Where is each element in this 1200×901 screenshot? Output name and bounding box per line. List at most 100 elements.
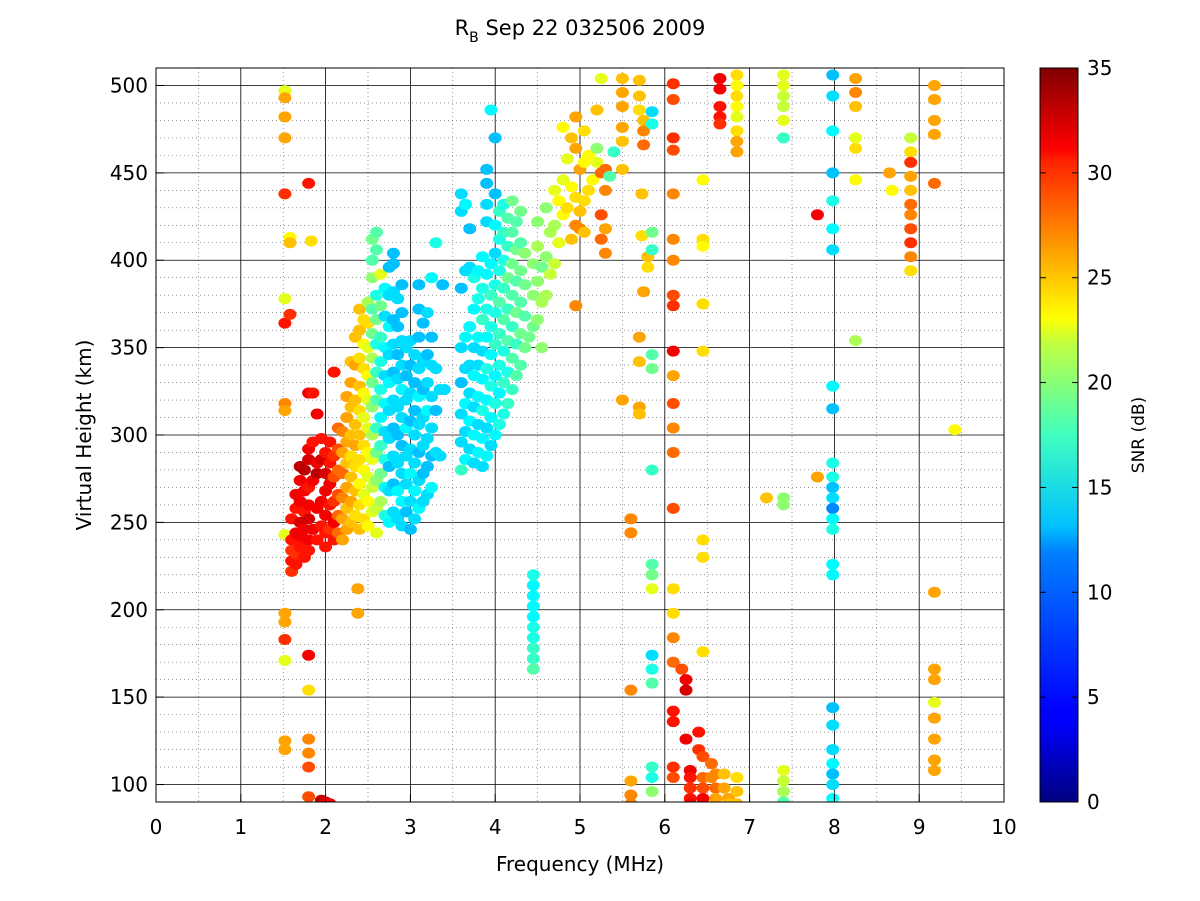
data-point xyxy=(436,279,450,291)
data-point xyxy=(637,286,651,298)
data-point xyxy=(556,121,570,133)
colorbar-tick-label: 25 xyxy=(1087,266,1112,290)
data-point xyxy=(615,163,629,175)
data-point xyxy=(425,272,439,284)
data-point xyxy=(369,289,383,301)
data-point xyxy=(302,177,316,189)
data-point xyxy=(408,457,422,469)
data-point xyxy=(480,450,494,462)
data-point xyxy=(283,237,297,249)
data-point xyxy=(361,520,375,532)
data-point xyxy=(454,408,468,420)
data-point xyxy=(826,798,839,802)
data-point xyxy=(927,663,941,675)
data-point xyxy=(278,654,292,666)
data-point xyxy=(666,93,680,105)
data-point xyxy=(475,405,489,417)
data-point xyxy=(645,558,659,570)
data-point xyxy=(531,216,545,228)
data-point xyxy=(594,233,608,245)
data-point xyxy=(713,72,727,84)
data-point xyxy=(645,464,659,476)
data-point xyxy=(514,359,528,371)
data-point xyxy=(666,398,680,410)
data-point xyxy=(713,118,727,130)
data-point xyxy=(467,303,481,315)
data-point xyxy=(666,300,680,312)
data-point xyxy=(391,485,405,497)
data-point xyxy=(590,142,604,154)
data-point xyxy=(713,100,727,112)
data-point xyxy=(471,293,485,305)
data-point xyxy=(632,408,646,420)
data-point xyxy=(826,513,840,525)
data-point xyxy=(704,758,718,770)
data-point xyxy=(904,265,918,277)
data-point xyxy=(615,121,629,133)
data-point xyxy=(709,798,722,802)
data-point xyxy=(632,74,646,86)
data-points xyxy=(278,69,962,802)
data-point xyxy=(488,219,502,231)
x-axis-label: Frequency (MHz) xyxy=(496,852,664,876)
x-tick-label: 10 xyxy=(991,815,1016,839)
data-point xyxy=(433,450,447,462)
data-point xyxy=(826,492,840,504)
data-point xyxy=(666,345,680,357)
data-point xyxy=(826,195,840,207)
data-point xyxy=(480,331,494,343)
data-point xyxy=(826,403,840,415)
data-point xyxy=(696,240,710,252)
y-tick-label: 300 xyxy=(110,423,148,447)
data-point xyxy=(904,237,918,249)
data-point xyxy=(505,352,519,364)
data-point xyxy=(730,798,744,802)
data-point xyxy=(777,69,791,81)
data-point xyxy=(319,541,333,553)
x-tick-label: 2 xyxy=(319,815,332,839)
data-point xyxy=(904,156,918,168)
data-point xyxy=(826,457,840,469)
data-point xyxy=(777,499,791,511)
data-point xyxy=(624,527,638,539)
data-point xyxy=(518,279,532,291)
data-point xyxy=(278,744,292,756)
data-point xyxy=(412,279,426,291)
data-point xyxy=(484,321,498,333)
data-point xyxy=(522,331,536,343)
data-point xyxy=(497,377,511,389)
x-axis: 0 1 2 3 4 5 6 7 8 9 10 xyxy=(150,794,1017,839)
data-point xyxy=(645,106,659,118)
data-point xyxy=(391,457,405,469)
data-point xyxy=(927,114,941,126)
data-point xyxy=(573,205,587,217)
data-point xyxy=(323,436,337,448)
data-point xyxy=(480,177,494,189)
data-point xyxy=(484,349,498,361)
data-point xyxy=(480,363,494,375)
y-axis-label: Virtual Height (km) xyxy=(72,340,96,531)
data-point xyxy=(777,79,791,91)
data-point xyxy=(730,135,744,147)
data-point xyxy=(531,314,545,326)
data-point xyxy=(526,642,540,654)
data-point xyxy=(777,765,791,777)
data-point xyxy=(353,324,367,336)
data-point xyxy=(904,223,918,235)
data-point xyxy=(492,359,506,371)
data-point xyxy=(904,184,918,196)
data-point xyxy=(696,782,710,794)
data-point xyxy=(497,345,511,357)
data-point xyxy=(645,772,659,784)
data-point xyxy=(927,696,941,708)
data-point xyxy=(518,342,532,354)
data-point xyxy=(904,209,918,221)
data-point xyxy=(278,616,292,628)
data-point xyxy=(666,632,680,644)
data-point xyxy=(386,247,400,259)
y-tick-label: 150 xyxy=(110,685,148,709)
data-point xyxy=(590,104,604,116)
data-point xyxy=(454,342,468,354)
data-point xyxy=(543,268,557,280)
data-point xyxy=(927,93,941,105)
